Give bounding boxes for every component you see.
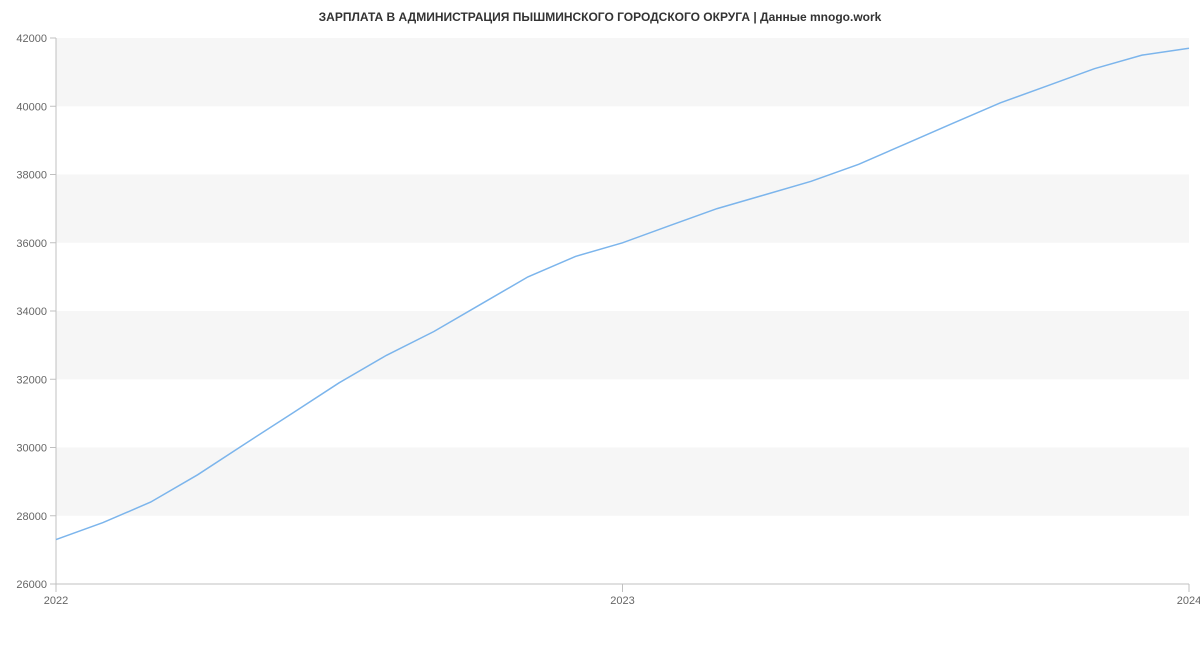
chart-title: ЗАРПЛАТА В АДМИНИСТРАЦИЯ ПЫШМИНСКОГО ГОР… (0, 0, 1200, 24)
y-tick-label: 34000 (16, 306, 47, 318)
chart-container: 26000 28000 30000 32000 34000 36000 38000 40000… (0, 24, 1200, 646)
y-tick-label: 42000 (16, 33, 47, 45)
y-tick-label: 32000 (16, 374, 47, 386)
grid-band (56, 448, 1189, 516)
x-tick-label: 2024 (1177, 595, 1200, 607)
y-tick-label: 36000 (16, 238, 47, 250)
x-tick-label: 2023 (610, 595, 634, 607)
y-tick-label: 28000 (16, 511, 47, 523)
grid-band (56, 175, 1189, 243)
grid-band (56, 311, 1189, 379)
y-tick-label: 40000 (16, 101, 47, 113)
y-tick-label: 38000 (16, 170, 47, 182)
y-tick-label: 30000 (16, 443, 47, 455)
line-chart: 26000 28000 30000 32000 34000 36000 38000 40000… (0, 24, 1200, 646)
y-tick-label: 26000 (16, 579, 47, 591)
x-tick-label: 2022 (44, 595, 68, 607)
